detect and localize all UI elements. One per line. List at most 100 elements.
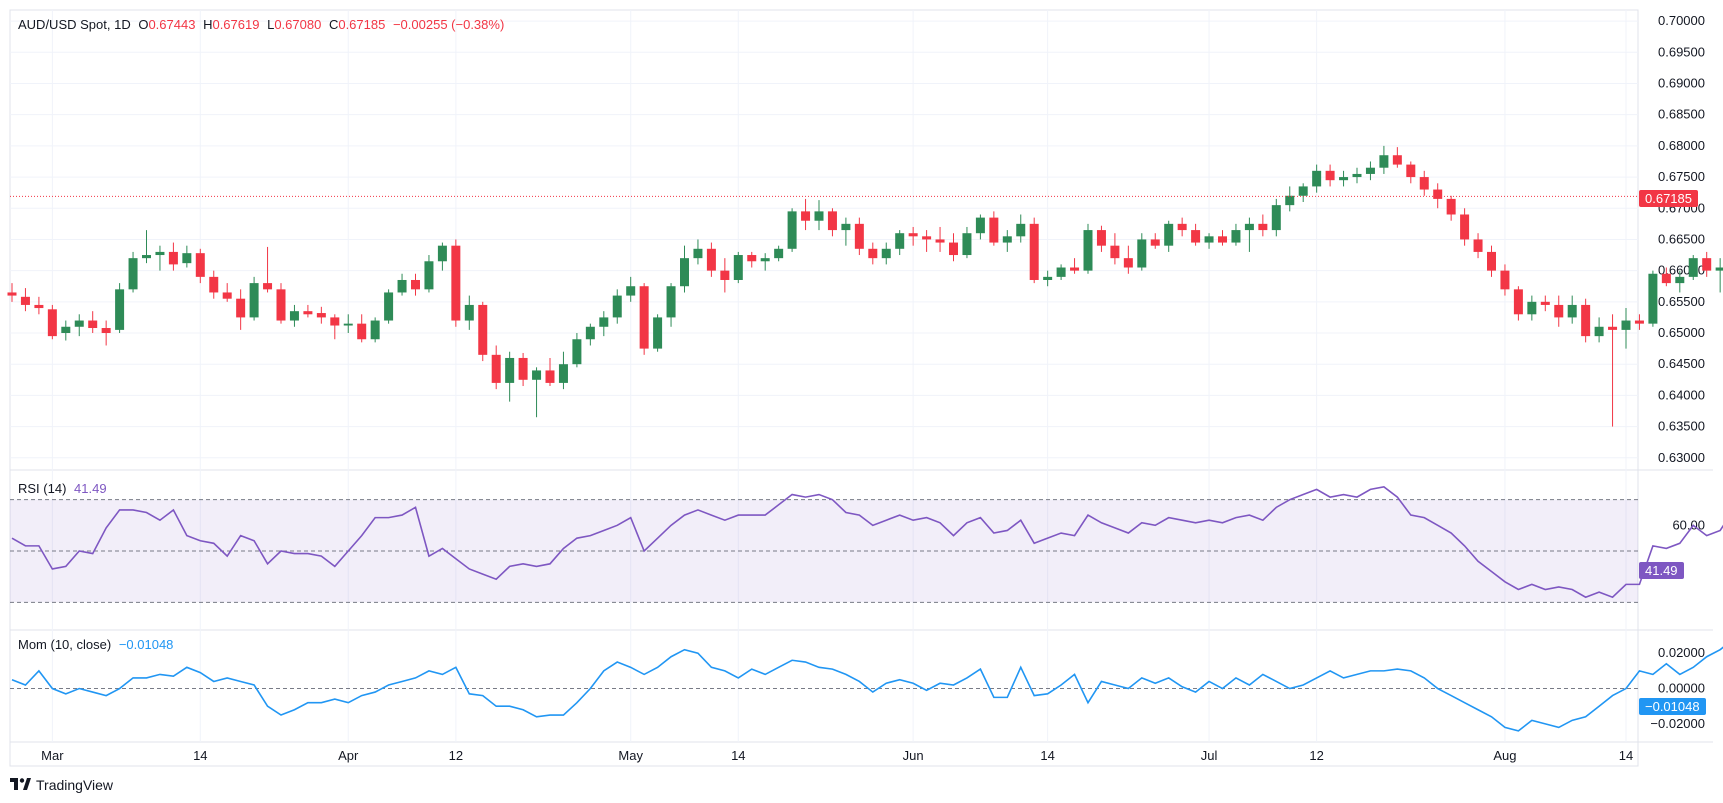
ohlc-close: C0.67185 [328,17,386,32]
candle-body [1581,304,1591,337]
time-tick-label: Aug [1493,748,1516,763]
mom-last-tag: −0.01048 [1639,698,1706,715]
candle-body [1473,239,1483,252]
candle-body [626,286,636,296]
price-tick-label: 0.64500 [1658,356,1705,371]
candle-body [1688,258,1698,277]
candle-body [451,245,461,321]
candle-body [1164,223,1174,246]
candle-body [922,236,932,240]
price-tick-label: 0.68000 [1658,138,1705,153]
rsi-line [11,485,1723,599]
candle-body [989,217,999,243]
candle-body [558,364,568,383]
price-legend: AUD/USD Spot, 1D O0.67443 H0.67619 L0.67… [18,17,508,32]
candle-body [7,292,17,296]
candle-body [585,326,595,340]
candle-body [1540,301,1550,305]
candle-body [1365,167,1375,174]
candle-body [1406,164,1416,178]
candle-body [1231,230,1241,243]
rsi-label: RSI (14) [18,481,67,496]
candle-body [1379,155,1389,168]
candle-body [814,211,824,221]
chart-frame [9,9,1639,767]
candle-body [20,296,30,305]
mom-tick-label: −0.02000 [1650,716,1705,731]
candle-body [330,317,340,326]
candle-body [115,289,125,330]
candle-body [505,357,515,383]
candle-body [1002,236,1012,243]
candle-body [612,295,622,318]
time-tick-label: 12 [449,748,463,763]
candle-body [1096,230,1106,246]
candle-body [316,313,326,318]
candle-body [572,339,582,365]
candle-body [1554,304,1564,318]
candle-body [895,233,905,249]
candle-body [142,255,151,259]
change-value: −0.00255 (−0.38%) [392,17,505,32]
candle-body [949,242,958,256]
candle-body [222,292,232,299]
candle-body [1352,173,1362,178]
candle-body [168,251,178,265]
candle-body [384,292,394,321]
candle-body [518,357,528,380]
candle-body [249,283,259,318]
candle-body [370,320,380,340]
rsi-value: 41.49 [74,481,107,496]
candle-body [720,270,730,280]
candle-body [357,323,367,340]
candle-body [639,286,649,349]
tradingview-logo-text: TradingView [36,777,114,793]
candle-body [975,217,985,234]
candle-body [1325,170,1335,181]
candle-body [1487,251,1496,271]
price-tick-label: 0.69500 [1658,44,1705,59]
candle-body [74,320,84,327]
candle-body [532,370,542,380]
candle-body [801,211,811,221]
candle-body [827,211,837,231]
candle-body [1446,198,1456,215]
time-tick-label: 14 [731,748,745,763]
candle-body [1258,223,1268,231]
ohlc-open: O0.67443 [138,17,196,32]
price-tick-label: 0.64000 [1658,387,1705,402]
mom-label: Mom (10, close) [18,637,112,652]
candle-body [1204,236,1214,243]
candle-body [733,255,743,280]
candle-body [1218,236,1227,243]
rsi-last-tag: 41.49 [1639,562,1684,579]
candle-body [1715,267,1723,271]
candle-body [1083,230,1093,271]
tradingview-logo[interactable]: TradingView [10,777,113,793]
candle-body [693,248,703,259]
candle-body [1460,214,1470,240]
candle-body [101,328,111,334]
time-tick-label: Mar [41,748,64,763]
candle-body [195,253,205,277]
candle-body [182,253,192,264]
price-tick-label: 0.69000 [1658,75,1705,90]
candle-body [1527,301,1537,315]
candle-body [1567,304,1577,318]
candle-body [47,309,57,337]
candle-body [155,251,165,256]
candle-body [1608,326,1618,330]
candle-body [289,311,299,321]
candle-body [680,258,689,287]
price-tick-label: 0.70000 [1658,13,1705,28]
candle-body [1419,177,1429,190]
candle-body [1392,155,1402,165]
candle-body [1513,289,1523,315]
candle-body [962,233,972,256]
mom-line [11,646,1723,732]
candle-body [1634,320,1644,324]
candle-body [1675,276,1685,284]
time-tick-label: 14 [193,748,207,763]
candle-body [1500,270,1510,290]
